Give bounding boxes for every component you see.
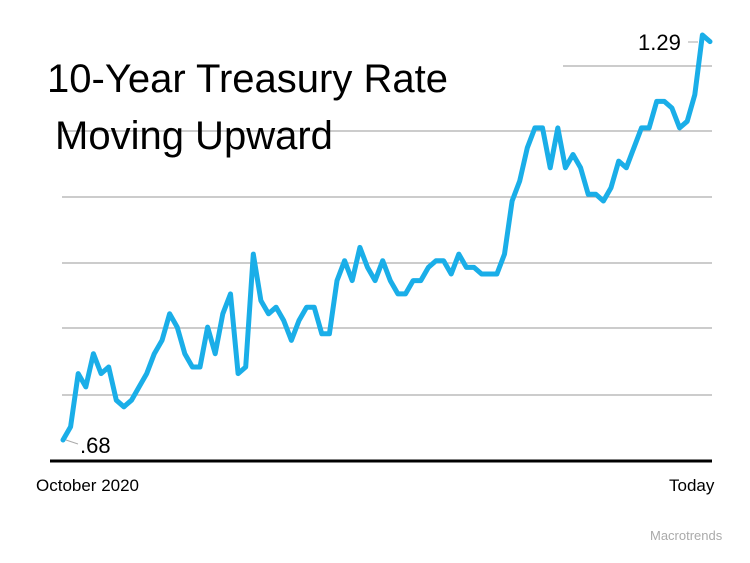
x-end-label: Today: [669, 476, 715, 495]
start-value-label: .68: [80, 433, 111, 458]
x-start-label: October 2020: [36, 476, 140, 495]
gridlines: [62, 65, 712, 396]
chart-title-line-1: 10-Year Treasury Rate: [47, 57, 448, 101]
end-value-label: 1.29: [638, 30, 681, 55]
source-label: Macrotrends: [650, 528, 723, 543]
start-leader-line: [65, 439, 79, 445]
treasury-rate-line: [60, 32, 713, 443]
chart-title-line-2: Moving Upward: [55, 114, 333, 158]
